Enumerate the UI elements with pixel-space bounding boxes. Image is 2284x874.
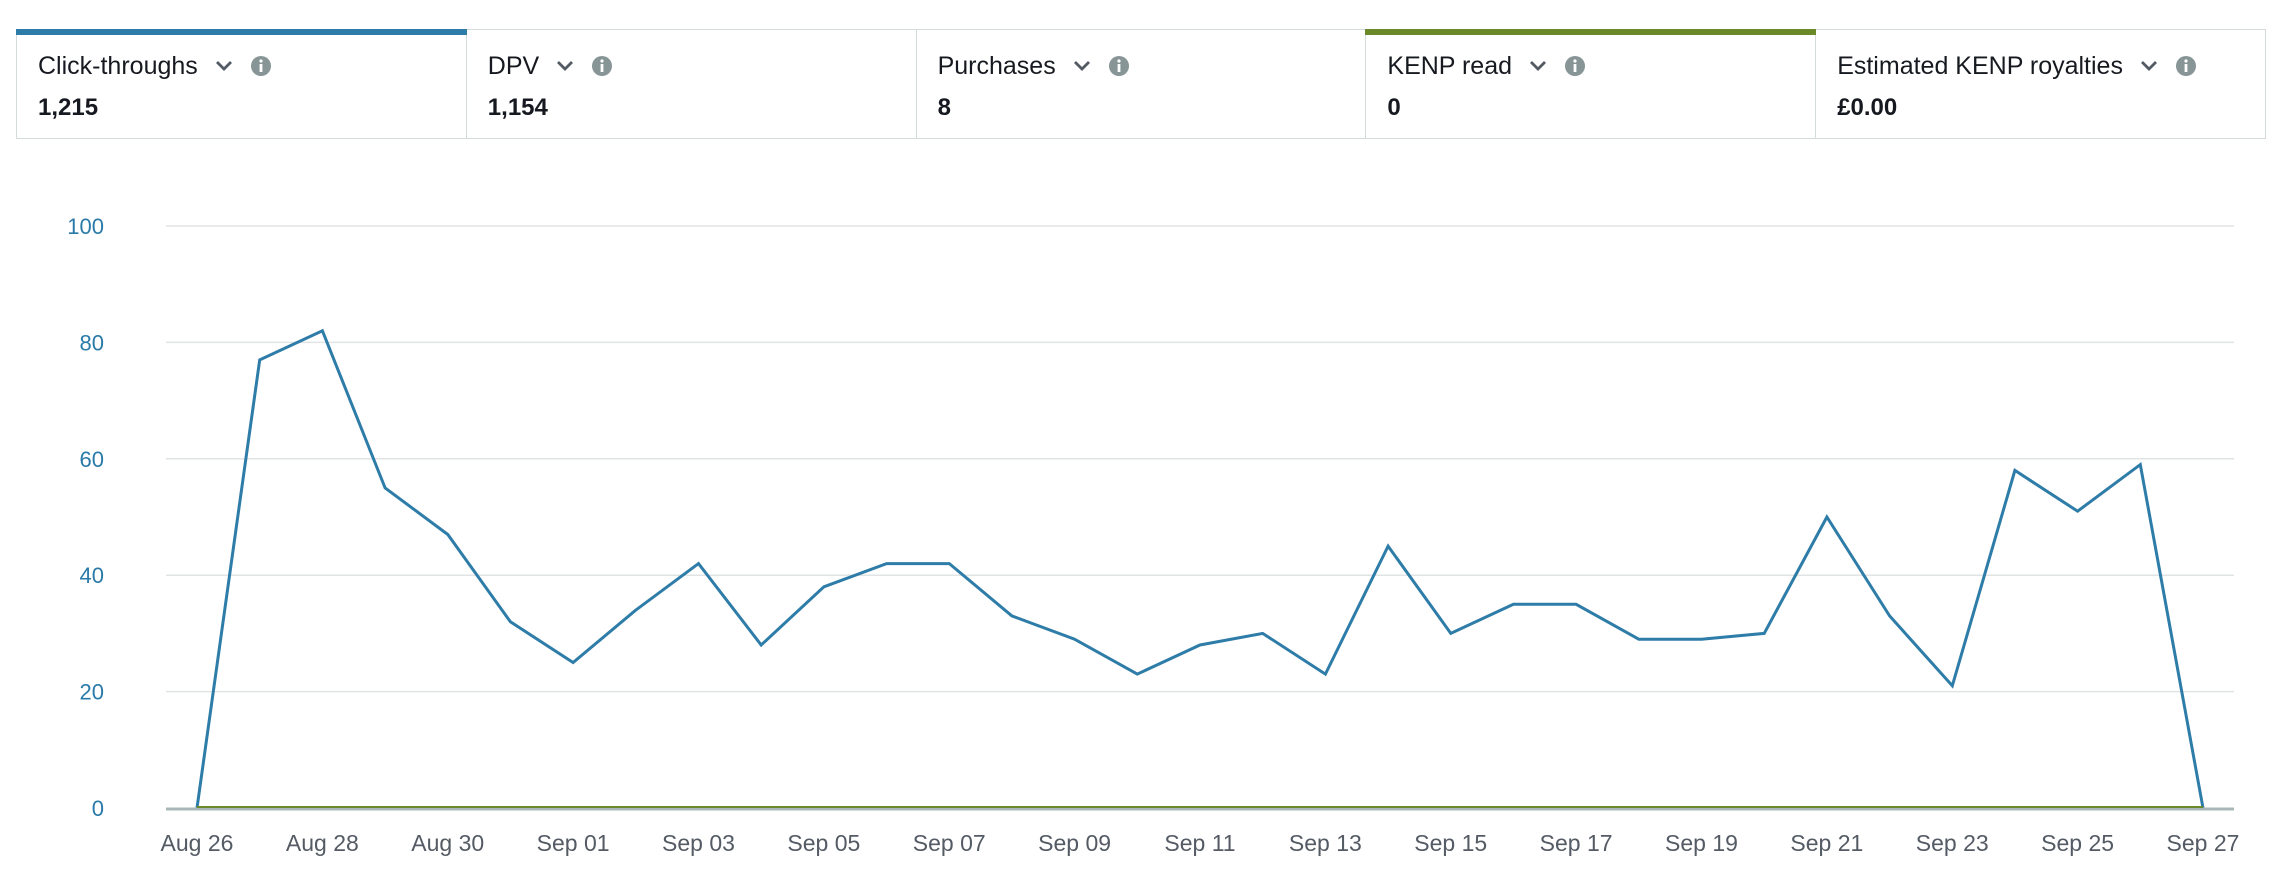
metric-tab-click-throughs[interactable]: Click-throughs 1,215 <box>16 29 467 138</box>
x-tick-label: Sep 07 <box>913 830 986 856</box>
info-icon[interactable] <box>1108 55 1130 77</box>
y-tick-label: 40 <box>80 563 104 588</box>
x-tick-label: Sep 17 <box>1540 830 1613 856</box>
info-icon[interactable] <box>2175 55 2197 77</box>
x-tick-label: Sep 11 <box>1164 830 1235 856</box>
chevron-down-icon[interactable] <box>1526 54 1550 78</box>
metric-label: KENP read <box>1387 51 1512 80</box>
metric-value: 8 <box>937 94 951 121</box>
chevron-down-icon[interactable] <box>1070 54 1094 78</box>
metric-tab-kenp-read[interactable]: KENP read 0 <box>1365 29 1817 138</box>
metric-label: DPV <box>487 51 540 80</box>
x-tick-label: Aug 28 <box>286 830 359 856</box>
x-tick-label: Sep 25 <box>2041 830 2114 856</box>
x-tick-label: Aug 26 <box>161 830 234 856</box>
metrics-bar: Click-throughs 1,215 DPV 1,154 Purchases… <box>16 29 2266 139</box>
x-tick-label: Sep 23 <box>1916 830 1989 856</box>
chevron-down-icon[interactable] <box>2137 54 2161 78</box>
x-tick-label: Sep 03 <box>662 830 735 856</box>
metric-tab-dpv[interactable]: DPV 1,154 <box>467 30 917 138</box>
series-line <box>195 328 2205 809</box>
y-tick-label: 100 <box>67 214 104 239</box>
metric-tab-estimated-kenp-royalties[interactable]: Estimated KENP royalties £0.00 <box>1816 30 2265 138</box>
metric-selected-accent <box>1365 29 1817 35</box>
info-icon[interactable] <box>1564 55 1586 77</box>
y-tick-label: 0 <box>92 796 104 821</box>
metric-label: Estimated KENP royalties <box>1837 51 2123 80</box>
x-tick-label: Sep 01 <box>537 830 610 856</box>
x-tick-label: Sep 05 <box>787 830 860 856</box>
x-tick-label: Sep 21 <box>1790 830 1863 856</box>
y-tick-label: 60 <box>80 447 104 472</box>
metric-value: 0 <box>1387 94 1401 121</box>
chevron-down-icon[interactable] <box>212 54 236 78</box>
metric-tab-purchases[interactable]: Purchases 8 <box>917 30 1367 138</box>
x-tick-label: Sep 27 <box>2167 830 2240 856</box>
y-tick-label: 80 <box>80 330 104 355</box>
y-tick-label: 20 <box>80 680 104 705</box>
x-tick-label: Sep 15 <box>1414 830 1487 856</box>
info-icon[interactable] <box>250 55 272 77</box>
metric-label: Purchases <box>937 51 1056 80</box>
info-icon[interactable] <box>591 55 613 77</box>
x-tick-label: Sep 09 <box>1038 830 1111 856</box>
metric-value: 1,154 <box>487 94 548 121</box>
chevron-down-icon[interactable] <box>553 54 577 78</box>
metric-selected-accent <box>16 29 467 35</box>
x-tick-label: Sep 19 <box>1665 830 1738 856</box>
metric-value: £0.00 <box>1837 94 1898 121</box>
x-tick-label: Sep 13 <box>1289 830 1362 856</box>
x-tick-label: Aug 30 <box>411 830 484 856</box>
metric-label: Click-throughs <box>38 51 198 80</box>
metric-value: 1,215 <box>38 94 99 121</box>
